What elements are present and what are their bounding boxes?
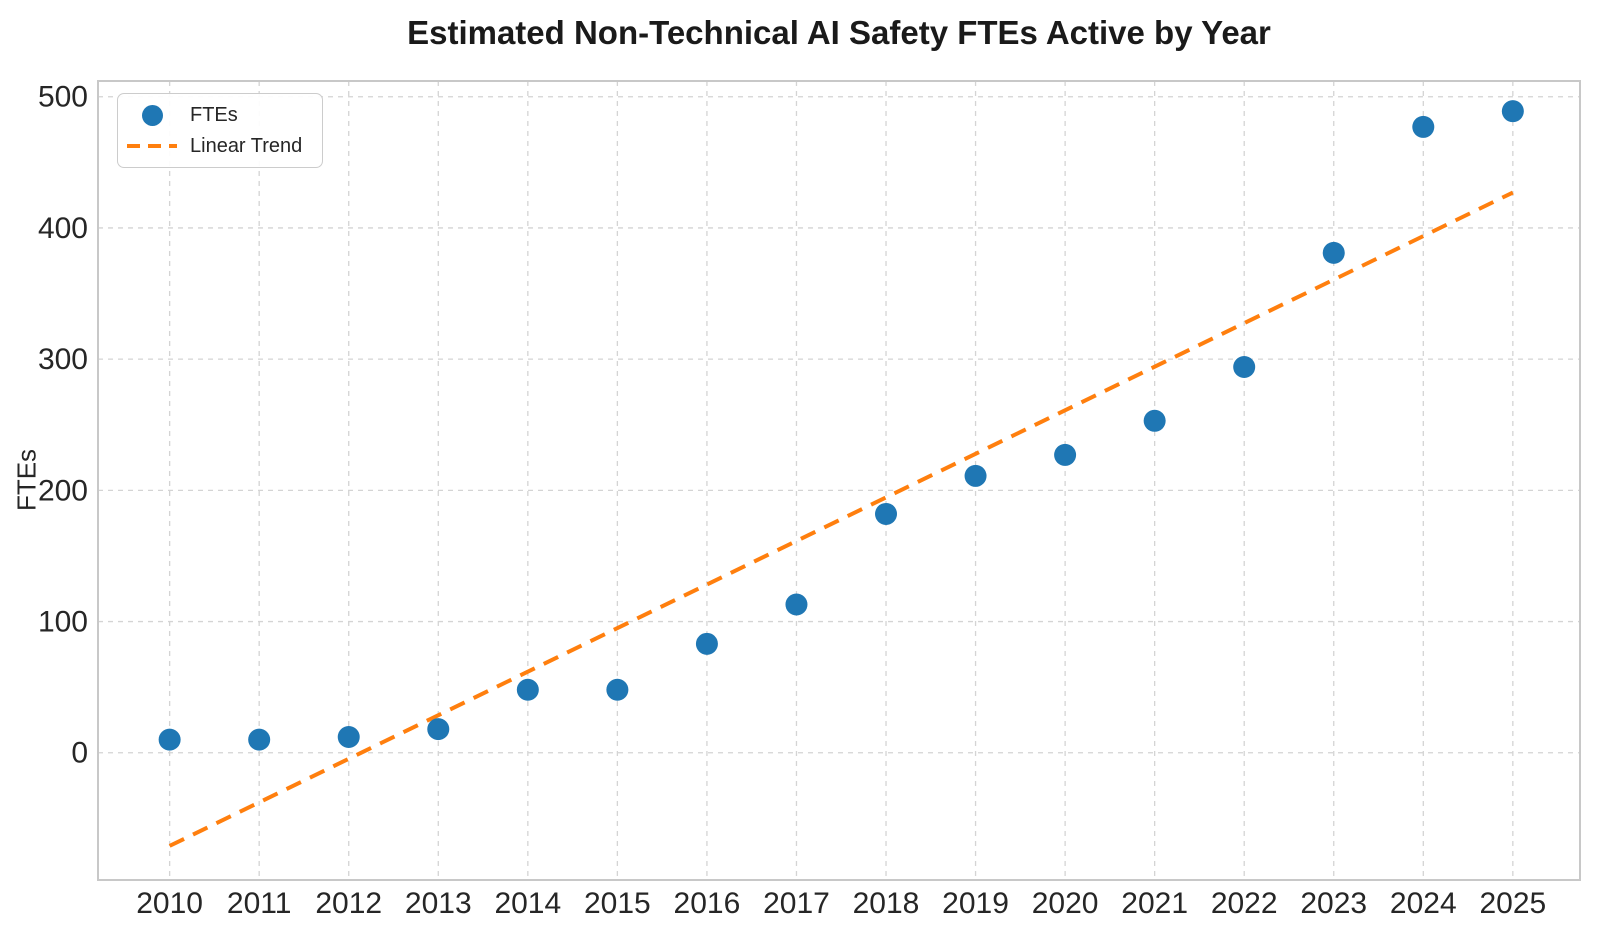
plot-frame xyxy=(97,80,1581,881)
x-tick-label: 2021 xyxy=(1121,887,1188,920)
data-point-2020 xyxy=(1054,443,1077,466)
data-point-2019 xyxy=(964,464,987,487)
x-tick-label: 2010 xyxy=(136,887,203,920)
x-tick-label: 2023 xyxy=(1300,887,1367,920)
data-point-2024 xyxy=(1412,115,1435,138)
chart-title: Estimated Non-Technical AI Safety FTEs A… xyxy=(407,14,1271,51)
data-point-2018 xyxy=(875,502,898,525)
x-tick-label: 2013 xyxy=(405,887,472,920)
legend-label-ftes: FTEs xyxy=(190,103,238,126)
x-tick-label: 2018 xyxy=(853,887,920,920)
data-point-2015 xyxy=(606,678,629,701)
y-tick-label: 500 xyxy=(38,81,88,114)
dashed-line-icon xyxy=(126,143,178,149)
data-point-2014 xyxy=(516,678,539,701)
scatter-marker-icon xyxy=(126,104,178,126)
legend-item-linear-trend: Linear Trend xyxy=(126,134,310,158)
data-point-2012 xyxy=(337,725,360,748)
x-tick-label: 2014 xyxy=(494,887,561,920)
legend: FTEs Linear Trend xyxy=(117,93,323,168)
y-tick-label: 0 xyxy=(71,737,88,770)
x-tick-label: 2022 xyxy=(1211,887,1278,920)
x-tick-label: 2015 xyxy=(584,887,651,920)
data-point-2021 xyxy=(1143,409,1166,432)
data-point-2010 xyxy=(158,728,181,751)
y-tick-label: 400 xyxy=(38,212,88,245)
y-tick-label: 200 xyxy=(38,474,88,507)
data-point-2016 xyxy=(695,632,718,655)
linear-trend-line xyxy=(168,190,1514,848)
y-tick-label: 100 xyxy=(38,606,88,639)
data-point-2013 xyxy=(427,718,450,741)
x-tick-label: 2016 xyxy=(674,887,741,920)
x-tick-label: 2017 xyxy=(763,887,830,920)
data-point-2011 xyxy=(248,728,271,751)
x-tick-label: 2012 xyxy=(315,887,382,920)
x-tick-label: 2020 xyxy=(1032,887,1099,920)
legend-item-ftes: FTEs xyxy=(126,103,310,127)
y-tick-label: 300 xyxy=(38,343,88,376)
legend-label-linear-trend: Linear Trend xyxy=(190,134,303,157)
data-point-2025 xyxy=(1501,100,1524,123)
x-tick-label: 2019 xyxy=(942,887,1009,920)
data-point-2023 xyxy=(1322,241,1345,264)
x-tick-label: 2011 xyxy=(227,887,292,920)
x-tick-label: 2025 xyxy=(1479,887,1546,920)
x-tick-label: 2024 xyxy=(1390,887,1457,920)
data-point-2017 xyxy=(785,593,808,616)
data-point-2022 xyxy=(1233,356,1256,379)
